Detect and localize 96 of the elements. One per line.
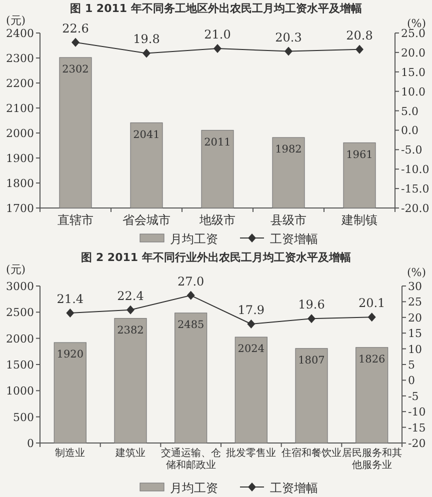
legend-label: 月均工资	[170, 232, 218, 246]
data-label: 19.6	[298, 298, 325, 312]
y-axis-title: (元)	[6, 263, 26, 276]
y2-tick-label: -20.0	[401, 202, 430, 215]
y2-tick-label: 5	[408, 358, 415, 372]
bar	[114, 318, 147, 444]
point	[368, 312, 376, 322]
y2-tick-label: 30	[408, 280, 422, 293]
y-tick-label: 2000	[6, 127, 34, 140]
y-tick-label: 2400	[6, 27, 34, 40]
data-label: 20.1	[358, 296, 386, 310]
y-tick-label: 0	[27, 437, 34, 450]
y-tick-label: 2100	[6, 102, 34, 115]
data-label: 22.4	[117, 288, 144, 303]
x-tick-label: 建筑业	[114, 448, 146, 460]
data-label: 2302	[62, 64, 89, 76]
bar	[174, 312, 208, 444]
data-label: 17.9	[238, 302, 265, 317]
y2-tick-label: 15.0	[401, 66, 426, 79]
y-tick-label: 500	[13, 410, 34, 424]
y2-tick-label: -15	[408, 421, 426, 434]
point	[284, 46, 292, 56]
y2-tick-label: 20.0	[401, 46, 426, 60]
point	[214, 44, 222, 54]
y2-tick-label: -10.0	[401, 163, 430, 176]
y2-tick-label: 15	[408, 327, 422, 340]
legend-label: 月均工资	[170, 481, 218, 495]
y-tick-label: 1500	[6, 358, 34, 372]
point	[72, 38, 80, 47]
data-label: 21.4	[56, 292, 84, 306]
y2-tick-label: 0	[408, 374, 415, 388]
x-tick-label: 县级市	[270, 213, 308, 227]
y2-axis-title: (%)	[406, 17, 426, 30]
y2-tick-label: -20	[408, 437, 426, 450]
bar	[295, 348, 328, 444]
y-tick-label: 2500	[6, 306, 34, 320]
point	[247, 319, 256, 328]
y2-tick-label: 10	[408, 342, 422, 356]
point	[66, 308, 74, 318]
data-label: 19.8	[133, 32, 160, 46]
y-tick-label: 3000	[6, 280, 34, 293]
x-tick-label: 直辖市	[56, 213, 94, 227]
bar	[356, 347, 388, 444]
data-label: 1961	[346, 148, 373, 161]
data-label: 2382	[117, 324, 144, 336]
y2-tick-label: -15.0	[401, 182, 430, 196]
y-axis-title: (元)	[6, 14, 26, 27]
x-tick-label: 地级市	[198, 213, 236, 227]
data-label: 27.0	[177, 274, 204, 288]
bar	[54, 342, 86, 444]
y-tick-label: 2200	[6, 77, 34, 90]
y2-tick-label: -5	[408, 390, 419, 403]
point	[126, 305, 134, 314]
y2-tick-label: 20	[408, 311, 422, 324]
legend-label: 工资增幅	[270, 481, 318, 495]
x-tick-label: 居民服务和其他服务业	[342, 448, 402, 472]
data-label: 22.6	[62, 21, 89, 36]
data-label: 20.8	[346, 28, 373, 42]
y2-tick-label: 0.0	[401, 124, 418, 138]
data-label: 1982	[275, 144, 302, 156]
x-tick-label: 建制镇	[340, 213, 378, 227]
data-label: 21.0	[204, 28, 231, 42]
data-label: 2485	[177, 318, 204, 331]
y2-tick-label: -5.0	[401, 144, 422, 157]
y2-tick-label: 5.0	[401, 104, 418, 118]
data-label: 20.3	[275, 30, 302, 44]
x-tick-label: 交通运输、仓储和邮政业	[160, 448, 221, 472]
chart-title: 图 2 2011 年不同行业外出农民工月均工资水平及增幅	[81, 251, 351, 264]
data-label: 1826	[358, 353, 386, 366]
x-tick-label: 制造业	[54, 448, 86, 460]
data-label: 2024	[238, 343, 265, 356]
x-tick-label: 住宿和餐饮业	[281, 448, 342, 460]
y-tick-label: 1700	[6, 202, 34, 215]
data-label: 2011	[204, 136, 231, 148]
y2-tick-label: 25	[408, 296, 422, 309]
y2-axis-title: (%)	[406, 266, 426, 279]
chart-title: 图 1 2011 年不同务工地区外出农民工月均工资水平及增幅	[70, 2, 362, 15]
y2-tick-label: -10	[408, 406, 426, 419]
point	[142, 48, 150, 58]
point	[308, 314, 316, 324]
x-tick-label: 省会城市	[122, 213, 172, 227]
x-tick-label: 批发零售业	[225, 448, 278, 460]
point	[186, 290, 195, 300]
y-tick-label: 1900	[6, 152, 34, 165]
data-label: 1920	[56, 348, 84, 361]
legend-label: 工资增幅	[270, 232, 318, 246]
point	[356, 44, 364, 54]
data-label: 2041	[133, 128, 160, 141]
bar	[234, 336, 268, 444]
y2-tick-label: 10.0	[401, 85, 426, 98]
y-tick-label: 1000	[6, 384, 34, 398]
y-tick-label: 1800	[6, 177, 34, 190]
y-tick-label: 2000	[6, 332, 34, 346]
y-tick-label: 2300	[6, 52, 34, 65]
data-label: 1807	[298, 354, 325, 366]
y2-tick-label: 25.0	[401, 27, 426, 40]
